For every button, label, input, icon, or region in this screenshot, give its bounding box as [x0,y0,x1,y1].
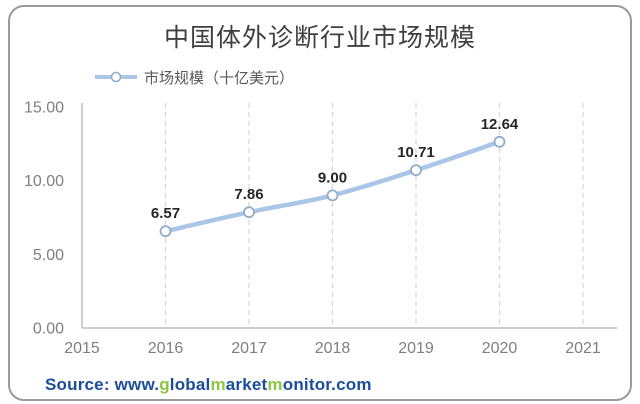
source-text-segment: arket [225,375,268,394]
data-point-marker [159,225,172,238]
x-tick-label: 2015 [64,340,100,357]
source-text-segment: m [267,375,283,394]
x-tick-label: 2017 [231,340,267,357]
source-attribution: Source: www.globalmarketmonitor.com [45,375,372,395]
data-point-marker [243,206,255,219]
chart-card-border [8,5,632,401]
data-point-label: 12.64 [481,116,519,133]
legend-label: 市场规模（十亿美元） [144,69,295,87]
data-point-marker [493,135,506,148]
source-text-segment: onitor.com [282,375,372,394]
legend-line-marker-icon [95,71,137,83]
data-point-label: 10.71 [397,144,435,161]
data-point-marker [326,189,339,202]
data-point-label: 7.86 [234,186,263,203]
chart-legend: 市场规模（十亿美元） [94,68,295,87]
source-text-segment: Source: www. [45,375,160,394]
x-tick-label: 2016 [148,340,184,357]
source-text-segment: lobal [169,375,211,394]
source-text-segment: m [210,375,226,394]
chart-title: 中国体外诊断行业市场规模 [163,24,476,52]
data-point-label: 6.57 [151,205,180,222]
data-point-marker [410,164,422,177]
x-tick-label: 2021 [565,340,601,357]
x-tick-label: 2020 [482,340,518,357]
source-text-segment: g [159,375,170,394]
data-point-label: 9.00 [318,169,347,186]
y-tick-label: 15.00 [24,100,64,117]
y-tick-label: 0.00 [33,321,64,338]
x-tick-label: 2019 [398,340,434,357]
x-tick-label: 2018 [315,340,351,357]
y-tick-label: 10.00 [24,173,64,190]
y-tick-label: 5.00 [33,247,64,264]
